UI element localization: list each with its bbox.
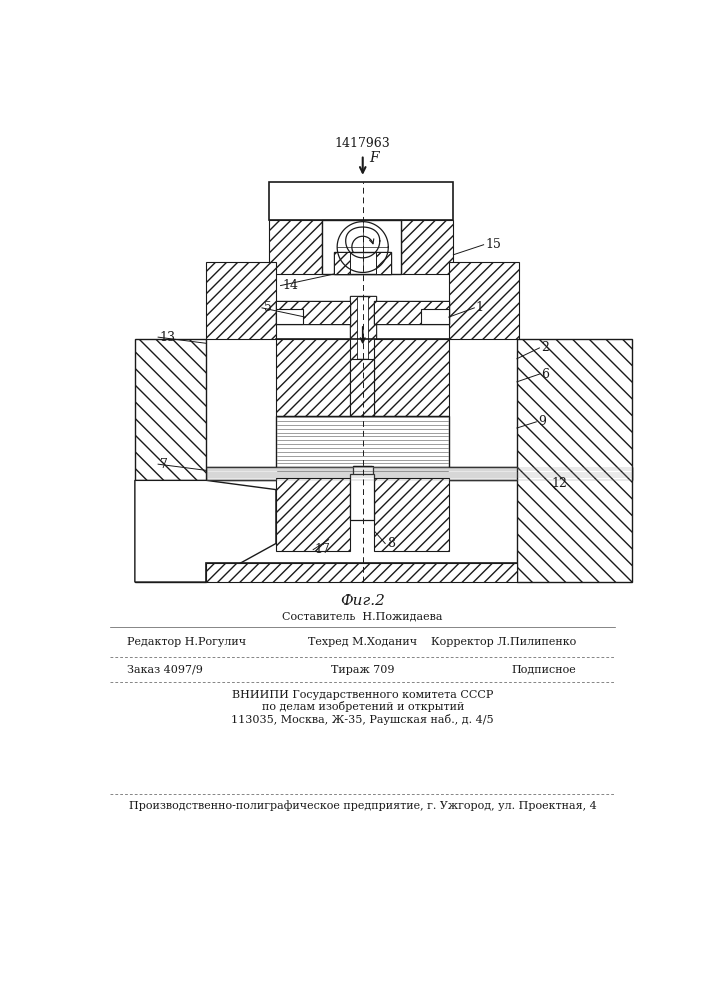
Polygon shape xyxy=(354,474,372,482)
Bar xyxy=(374,478,449,551)
Text: Составитель  Н.Пожидаева: Составитель Н.Пожидаева xyxy=(283,612,443,622)
Text: 1417963: 1417963 xyxy=(335,137,390,150)
Bar xyxy=(206,466,633,480)
Text: 113035, Москва, Ж-35, Раушская наб., д. 4/5: 113035, Москва, Ж-35, Раушская наб., д. … xyxy=(231,714,494,725)
Polygon shape xyxy=(135,480,276,582)
Bar xyxy=(421,309,449,324)
Text: F: F xyxy=(369,151,378,165)
Text: 1: 1 xyxy=(476,301,484,314)
Text: Заказ 4097/9: Заказ 4097/9 xyxy=(127,665,203,675)
Bar xyxy=(349,474,374,520)
Text: 13: 13 xyxy=(160,331,175,344)
Text: Редактор Н.Рогулич: Редактор Н.Рогулич xyxy=(127,637,246,647)
Text: 6: 6 xyxy=(541,368,549,381)
Bar xyxy=(334,252,392,274)
Text: Корректор Л.Пилипенко: Корректор Л.Пилипенко xyxy=(431,637,577,647)
Bar xyxy=(206,466,633,480)
Bar xyxy=(276,339,349,416)
Bar xyxy=(353,466,373,483)
Text: 12: 12 xyxy=(552,477,568,490)
Text: Техред М.Ходанич: Техред М.Ходанич xyxy=(308,637,417,647)
Text: 7: 7 xyxy=(160,458,168,471)
Text: по делам изобретений и открытий: по делам изобретений и открытий xyxy=(262,701,464,712)
Bar xyxy=(276,309,303,324)
Text: 2: 2 xyxy=(541,341,549,354)
Bar xyxy=(276,301,349,324)
Text: Подписное: Подписное xyxy=(512,665,577,675)
Polygon shape xyxy=(135,339,206,582)
Bar xyxy=(276,416,449,474)
Bar xyxy=(334,252,349,274)
Bar xyxy=(276,301,349,324)
Bar xyxy=(269,182,453,220)
Text: 15: 15 xyxy=(485,238,501,251)
Text: ВНИИПИ Государственного комитета СССР: ВНИИПИ Государственного комитета СССР xyxy=(232,690,493,700)
Bar xyxy=(276,478,349,551)
Bar xyxy=(376,252,392,274)
Text: Производственно-полиграфическое предприятие, г. Ужгород, ул. Проектная, 4: Производственно-полиграфическое предприя… xyxy=(129,800,597,811)
Bar xyxy=(374,301,449,324)
Bar xyxy=(206,563,517,582)
Bar xyxy=(206,262,276,339)
Text: 17: 17 xyxy=(315,543,331,556)
Bar xyxy=(206,563,517,582)
Bar xyxy=(349,359,374,416)
Bar xyxy=(401,220,453,274)
Polygon shape xyxy=(517,339,633,582)
Polygon shape xyxy=(354,466,372,474)
Text: 14: 14 xyxy=(282,279,298,292)
Text: Тираж 709: Тираж 709 xyxy=(331,665,395,675)
Text: Фиг.2: Фиг.2 xyxy=(340,594,385,608)
Bar xyxy=(374,339,449,416)
Bar xyxy=(349,296,376,359)
Bar xyxy=(374,301,449,324)
Bar xyxy=(322,220,401,274)
Text: 5: 5 xyxy=(264,301,271,314)
Bar xyxy=(269,220,322,274)
Bar xyxy=(449,262,518,339)
Bar xyxy=(349,296,357,359)
Text: 9: 9 xyxy=(538,415,546,428)
Text: 8: 8 xyxy=(387,537,395,550)
Bar xyxy=(368,296,376,359)
